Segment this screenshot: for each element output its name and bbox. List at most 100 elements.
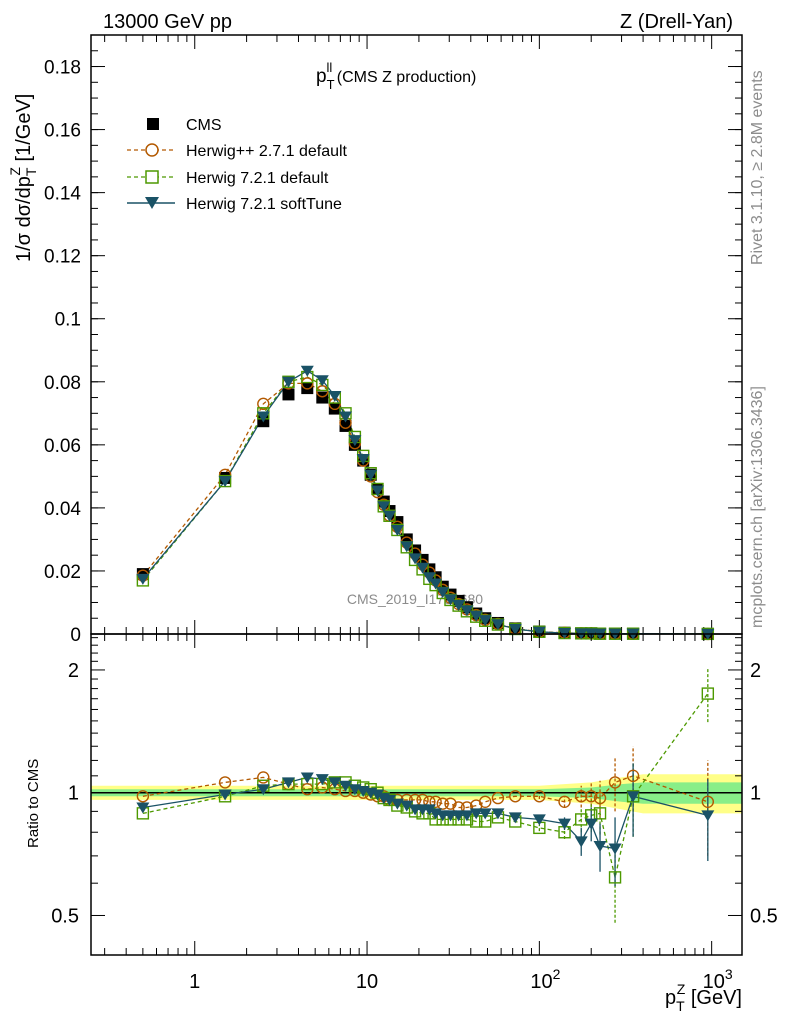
- main-ylabel-a: 1/σ dσ/dp: [13, 176, 35, 262]
- point-softtune: [136, 573, 150, 585]
- ratio-point-herwigpp: [436, 797, 449, 810]
- ratio-point-herwigpp: [558, 795, 571, 808]
- ratio-point-softtune: [390, 798, 404, 810]
- ratio-xtick-label-base: 10: [356, 971, 378, 993]
- rivet-label: Rivet 3.1.10, ≥ 2.8M events: [749, 70, 766, 265]
- ratio-point-herwigpp: [593, 791, 607, 805]
- ratio-ylabel: Ratio to CMS: [25, 759, 42, 848]
- legend-marker-herwig721: [145, 170, 159, 184]
- ratio-ytick-label-right: 2: [750, 660, 761, 682]
- main-title-rest: (CMS Z production): [332, 69, 476, 86]
- main-ytick-label: 0: [70, 625, 81, 646]
- point-softtune: [469, 610, 483, 622]
- ratio-point-softtune: [218, 789, 232, 801]
- point-softtune: [491, 619, 505, 631]
- point-softtune: [377, 501, 391, 513]
- ratio-ytick-label: 0.5: [51, 905, 79, 927]
- main-ytick-label: 0.14: [44, 184, 81, 205]
- ratio-point-softtune: [460, 810, 474, 822]
- point-cms: [282, 388, 295, 401]
- ratio-point-softtune: [136, 802, 150, 814]
- ratio-point-herwigpp: [257, 771, 270, 784]
- ratio-point-softtune: [400, 800, 414, 812]
- point-softtune: [436, 587, 450, 599]
- main-title: pTll (CMS Z production): [316, 60, 476, 92]
- point-softtune: [408, 553, 422, 565]
- point-softtune: [478, 615, 492, 627]
- ratio-point-herwigpp: [575, 790, 588, 803]
- point-softtune: [328, 390, 342, 402]
- main-ylabel-sup: Z: [7, 167, 23, 176]
- ratio-marks: [136, 669, 715, 923]
- point-softtune: [383, 510, 397, 522]
- ratio-point-softtune: [584, 818, 598, 830]
- point-softtune: [429, 578, 443, 590]
- ratio-xtick-label-base: 10: [703, 971, 725, 993]
- point-softtune: [256, 411, 270, 423]
- ratio-point-herwigpp: [444, 797, 457, 810]
- point-softtune: [315, 375, 329, 387]
- point-cms: [301, 382, 314, 395]
- ratio-point-softtune: [328, 777, 342, 789]
- point-softtune: [390, 524, 404, 536]
- ratio-point-softtune: [315, 774, 329, 786]
- mcplots-label: mcplots.cern.ch [arXiv:1306.3436]: [749, 386, 766, 628]
- point-softtune: [371, 485, 385, 497]
- main-ytick-label: 0.1: [55, 310, 81, 331]
- ratio-point-herwigpp: [509, 790, 522, 803]
- point-herwigpp: [257, 397, 270, 411]
- ratio-point-herwigpp: [491, 791, 505, 805]
- main-ytick-label: 0.06: [44, 436, 81, 457]
- ratio-xtick-label-base: 1: [189, 971, 200, 993]
- legend-label-herwig721: Herwig 7.2.1 default: [186, 170, 329, 187]
- ratio-xlabel-sub: T: [676, 998, 685, 1014]
- main-ylabel: 1/σ dσ/dpTZ [1/GeV]: [7, 94, 39, 262]
- ratio-ytick-label: 1: [68, 783, 79, 805]
- ratio-point-herwigpp: [218, 776, 232, 789]
- legend-item-cms: CMS: [147, 117, 222, 134]
- ratio-point-softtune: [422, 804, 436, 816]
- point-softtune: [218, 476, 232, 488]
- main-ytick-label: 0.02: [44, 562, 81, 583]
- main-ytick-label: 0.12: [44, 247, 81, 268]
- main-ytick-label: 0.04: [44, 499, 81, 520]
- ratio-xtick-label: 103: [703, 966, 733, 993]
- ratio-point-softtune: [508, 812, 522, 824]
- ratio-point-softtune: [478, 808, 492, 820]
- point-softtune: [339, 411, 353, 423]
- legend-item-herwig721: Herwig 7.2.1 default: [127, 170, 329, 187]
- ratio-point-softtune: [383, 794, 397, 806]
- ratio-point-herwigpp: [429, 795, 442, 808]
- ratio-point-herwig721: [701, 687, 715, 700]
- point-softtune: [416, 562, 430, 574]
- ratio-point-herwigpp: [479, 795, 492, 808]
- ratio-point-softtune: [626, 791, 640, 803]
- ratio-point-softtune: [608, 843, 622, 855]
- ratio-xlabel-a: p: [665, 987, 676, 1009]
- ratio-point-herwigpp: [533, 790, 546, 803]
- point-softtune: [356, 454, 370, 466]
- ratio-xtick-label-base: 10: [530, 971, 552, 993]
- ratio-point-softtune: [300, 772, 314, 784]
- ratio-point-herwigpp: [626, 769, 640, 783]
- ratio-xlabel-b: [GeV]: [685, 987, 742, 1009]
- main-ylabel-b: [1/GeV]: [13, 94, 35, 167]
- legend-marker-softtune: [145, 197, 159, 209]
- point-softtune: [452, 599, 466, 611]
- ratio-point-softtune: [256, 784, 270, 796]
- point-cms: [316, 391, 329, 404]
- point-softtune: [422, 572, 436, 584]
- ratio-xtick-label: 10: [356, 971, 378, 993]
- main-ytick-label: 0.08: [44, 373, 81, 394]
- header-right: Z (Drell-Yan): [620, 11, 733, 33]
- point-softtune: [532, 626, 546, 638]
- point-softtune: [443, 594, 457, 606]
- ratio-line-herwigpp: [142, 775, 709, 809]
- ratio-xlabel-sup: Z: [677, 981, 686, 997]
- main-title-sup: ll: [327, 60, 333, 75]
- point-softtune: [348, 435, 362, 447]
- point-softtune: [300, 365, 314, 377]
- point-softtune: [281, 376, 295, 388]
